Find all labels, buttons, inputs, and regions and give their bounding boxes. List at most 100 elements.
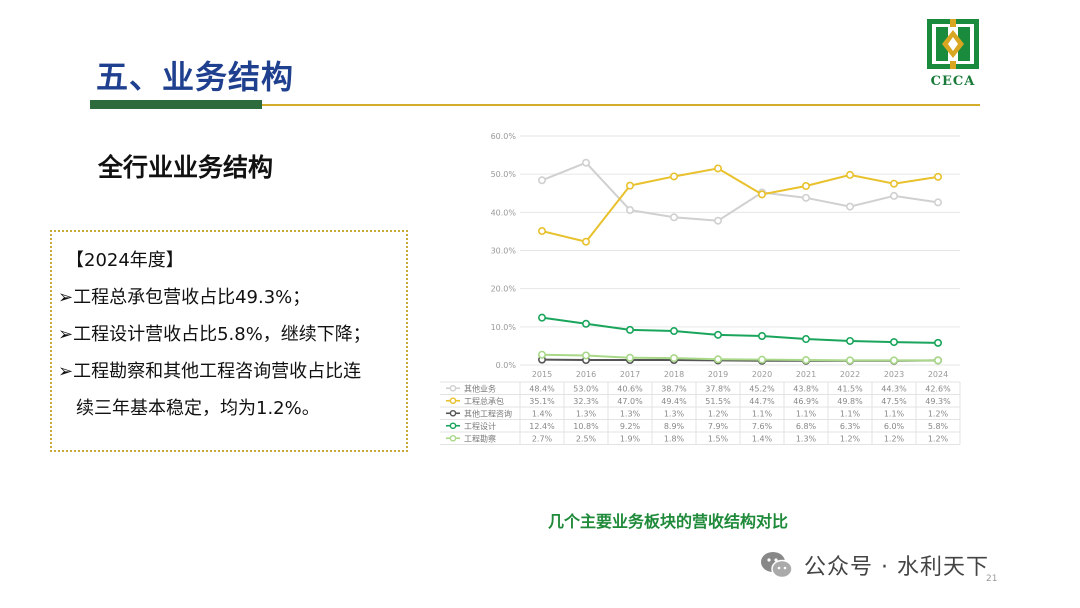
x-tick-label: 2023 (884, 370, 904, 379)
data-point (713, 216, 722, 225)
data-label: 1.2% (884, 434, 905, 443)
wechat-icon (761, 552, 793, 579)
data-label: 1.1% (752, 409, 773, 418)
data-label: 53.0% (573, 384, 599, 393)
data-label: 1.1% (884, 409, 905, 418)
x-tick-label: 2020 (752, 370, 772, 379)
summary-box (50, 230, 408, 452)
y-tick-label: 60.0% (491, 132, 517, 141)
logo-text: CECA (930, 74, 976, 89)
ceca-logo-icon (927, 19, 979, 69)
data-label: 1.9% (620, 434, 641, 443)
data-point (626, 325, 635, 334)
data-label: 1.3% (576, 409, 597, 418)
data-label: 12.4% (529, 422, 555, 431)
data-point (626, 353, 635, 362)
data-point (933, 172, 942, 181)
data-label: 6.3% (840, 422, 861, 431)
summary-line: ➢工程总承包营收占比49.3%； (58, 287, 311, 308)
chart-caption: 几个主要业务板块的营收结构对比 (548, 512, 789, 531)
data-point (670, 172, 679, 181)
x-tick-label: 2016 (576, 370, 596, 379)
data-label: 47.5% (881, 397, 907, 406)
data-label: 49.4% (661, 397, 687, 406)
data-point (670, 354, 679, 363)
data-label: 47.0% (617, 397, 643, 406)
data-label: 38.7% (661, 384, 687, 393)
ceca-logo: CECA (924, 18, 982, 92)
y-tick-label: 10.0% (491, 323, 517, 332)
legend-entry: 工程总承包 (464, 396, 504, 406)
data-point (538, 227, 547, 236)
footer-account-name: 公众号 · 水利天下 (804, 555, 989, 580)
data-point (801, 193, 810, 202)
legend-entry: 其他工程咨询 (464, 408, 512, 418)
data-point (845, 356, 854, 365)
data-point (582, 319, 591, 328)
data-label: 7.9% (708, 422, 729, 431)
data-label: 49.3% (925, 397, 951, 406)
data-label: 1.3% (664, 409, 685, 418)
series-line (541, 353, 938, 362)
data-point (626, 181, 635, 190)
x-tick-label: 2022 (840, 370, 860, 379)
data-point (933, 356, 942, 365)
y-tick-label: 20.0% (491, 285, 517, 294)
data-label: 8.9% (664, 422, 685, 431)
data-label: 2.7% (532, 434, 553, 443)
data-label: 2.5% (576, 434, 597, 443)
legend-marker (449, 384, 457, 392)
page-number: 21 (986, 574, 998, 584)
summary-line: ➢工程设计营收占比5.8%，继续下降； (58, 324, 371, 345)
y-tick-label: 30.0% (491, 247, 517, 256)
data-label: 1.5% (708, 434, 729, 443)
data-point (845, 170, 854, 179)
legend-marker (449, 422, 457, 430)
y-tick-label: 40.0% (491, 208, 517, 217)
data-label: 6.0% (884, 422, 905, 431)
data-label: 5.8% (928, 422, 949, 431)
data-point (933, 198, 942, 207)
data-point (757, 331, 766, 340)
data-label: 1.8% (664, 434, 685, 443)
data-label: 1.2% (928, 434, 949, 443)
data-label: 44.7% (749, 397, 775, 406)
summary-line: ➢工程勘察和其他工程咨询营收占比连 (58, 361, 362, 382)
data-point (582, 351, 591, 360)
summary-line: 续三年基本稳定，均为1.2%。 (76, 398, 320, 419)
x-tick-label: 2021 (796, 370, 816, 379)
data-point (670, 327, 679, 336)
data-label: 41.5% (837, 384, 863, 393)
data-point (757, 190, 766, 199)
series-line (541, 161, 939, 222)
data-point (582, 158, 591, 167)
data-point (845, 202, 854, 211)
data-point (889, 191, 898, 200)
data-label: 46.9% (793, 397, 819, 406)
data-label: 49.8% (837, 397, 863, 406)
data-point (713, 330, 722, 339)
title-underline-gold (262, 104, 980, 106)
x-tick-label: 2019 (708, 370, 728, 379)
data-point (845, 336, 854, 345)
data-label: 1.3% (796, 434, 817, 443)
data-label: 1.2% (928, 409, 949, 418)
data-point (538, 176, 547, 185)
data-point (538, 313, 547, 322)
data-point (713, 355, 722, 364)
data-label: 7.6% (752, 422, 773, 431)
data-point (538, 350, 547, 359)
data-label: 1.3% (620, 409, 641, 418)
y-tick-label: 50.0% (491, 170, 517, 179)
data-point (889, 356, 898, 365)
data-label: 37.8% (705, 384, 731, 393)
data-point (889, 179, 898, 188)
data-label: 6.8% (796, 422, 817, 431)
data-label: 43.8% (793, 384, 819, 393)
footer: 公众号 · 水利天下 (760, 548, 989, 582)
data-point (757, 355, 766, 364)
section-subtitle: 全行业业务结构 (98, 153, 274, 182)
data-label: 45.2% (749, 384, 775, 393)
series-line (541, 167, 939, 243)
revenue-structure-chart: 0.0% 10.0% 20.0% 30.0% 40.0% 50.0% 60.0% 2015 20… (440, 132, 961, 445)
